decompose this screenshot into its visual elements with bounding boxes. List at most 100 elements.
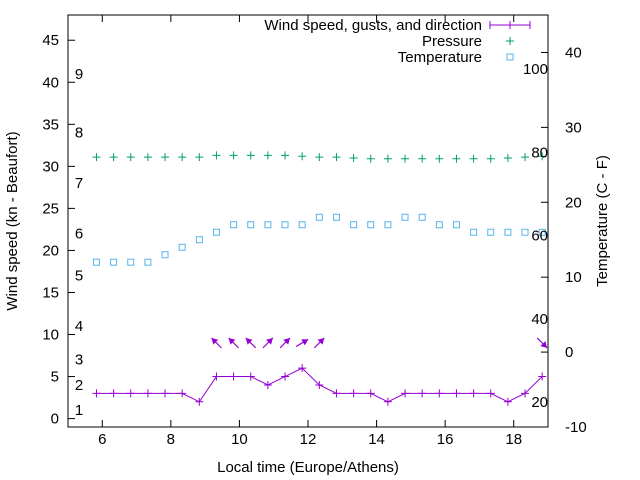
x-tick-label: 10 (231, 431, 248, 448)
wind-direction-arrow (536, 337, 548, 349)
fahrenheit-label: 100 (523, 61, 548, 78)
wind-speed-point (92, 389, 101, 398)
legend-label: Pressure (422, 33, 482, 50)
wind-arrow-head (245, 337, 253, 345)
temperature-point (144, 258, 152, 266)
wind-direction-arrow (279, 337, 291, 349)
pressure-point (503, 153, 512, 162)
pressure-point (332, 153, 341, 162)
fahrenheit-label: 40 (531, 311, 548, 328)
wind-direction-arrow (262, 337, 274, 349)
beaufort-label: 4 (75, 318, 83, 335)
axis-ticks: 6 8 10 12 14 16 18051015202530354045-100102030… (42, 15, 587, 448)
pressure-series (92, 151, 547, 163)
y-axis-label: Wind speed (kn - Beaufort) (4, 131, 21, 310)
wind-direction-arrow (228, 337, 239, 349)
y2-tick-label: 0 (565, 344, 573, 361)
pressure-point (229, 151, 238, 160)
wind-speed-point (452, 389, 461, 398)
y-tick-label: 0 (51, 411, 59, 428)
wind-arrow-head (301, 339, 309, 346)
wind-speed-point (349, 389, 358, 398)
legend-marker (506, 21, 514, 29)
wind-speed-point (315, 380, 324, 389)
temperature-point (315, 213, 323, 221)
beaufort-labels: 1 2 3 4 5 6 7 8 9 (75, 66, 83, 419)
x-tick-label: 6 (98, 431, 106, 448)
y2-tick-label: 10 (565, 269, 582, 286)
temperature-point (92, 258, 100, 266)
legend-marker (506, 53, 514, 61)
temperature-point (435, 221, 443, 229)
temperature-point (195, 236, 203, 244)
wind-speed-point (246, 372, 255, 381)
wind-speed-point (401, 389, 410, 398)
wind-arrow-head (266, 337, 273, 345)
legend-marker (506, 37, 514, 45)
y-tick-label: 5 (51, 369, 59, 386)
temperature-point (418, 213, 426, 221)
wind-speed-point (538, 372, 547, 381)
pressure-point (486, 154, 495, 163)
pressure-point (212, 151, 221, 160)
wind-speed-point (486, 389, 495, 398)
wind-speed-point (178, 389, 187, 398)
legend-entry: Wind speed, gusts, and direction (264, 17, 531, 34)
temperature-point (367, 221, 375, 229)
y2-tick-label: 20 (565, 194, 582, 211)
wind-speed-point (298, 364, 307, 373)
pressure-point (178, 153, 187, 162)
wind-speed-point (263, 380, 272, 389)
y-tick-label: 10 (42, 327, 59, 344)
wind-speed-point (521, 389, 530, 398)
pressure-point (452, 154, 461, 163)
x-tick-label: 18 (505, 431, 522, 448)
wind-speed-point (418, 389, 427, 398)
temperature-point (487, 228, 495, 236)
temperature-point (247, 221, 255, 229)
y-tick-label: 35 (42, 116, 59, 133)
pressure-point (298, 152, 307, 161)
temperature-point (350, 221, 358, 229)
beaufort-label: 1 (75, 402, 83, 419)
temperature-point (127, 258, 135, 266)
x-tick-label: 8 (167, 431, 175, 448)
wind-speed-point (281, 372, 290, 381)
wind-speed-point (109, 389, 118, 398)
y-tick-label: 20 (42, 242, 59, 259)
wind-direction-arrow (295, 338, 309, 348)
fahrenheit-labels: 20 40 60 80 100 (523, 61, 548, 411)
legend-entry: Pressure (422, 33, 514, 50)
pressure-point (109, 153, 118, 162)
pressure-point (246, 151, 255, 160)
wind-speed-point (212, 372, 221, 381)
x-tick-label: 16 (437, 431, 454, 448)
pressure-point (349, 153, 358, 162)
temperature-point (161, 251, 169, 259)
temperature-point (264, 221, 272, 229)
wind-arrow-head (283, 337, 290, 345)
legend-entry: Temperature (398, 49, 514, 66)
y-tick-label: 40 (42, 74, 59, 91)
pressure-point (143, 153, 152, 162)
wind-speed-point (435, 389, 444, 398)
x-axis-label: Local time (Europe/Athens) (217, 459, 399, 476)
beaufort-label: 8 (75, 125, 83, 142)
pressure-point (315, 153, 324, 162)
pressure-point (161, 153, 170, 162)
wind-speed-point (469, 389, 478, 398)
temperature-point (281, 221, 289, 229)
wind-speed-point (143, 389, 152, 398)
fahrenheit-label: 20 (531, 394, 548, 411)
pressure-point (126, 153, 135, 162)
pressure-point (366, 154, 375, 163)
wind-speed-point (383, 397, 392, 406)
pressure-point (263, 151, 272, 160)
fahrenheit-label: 80 (531, 144, 548, 161)
temperature-point (332, 213, 340, 221)
beaufort-label: 2 (75, 377, 83, 394)
temperature-point (504, 228, 512, 236)
wind-speed-series (92, 364, 547, 406)
temperature-point (110, 258, 118, 266)
